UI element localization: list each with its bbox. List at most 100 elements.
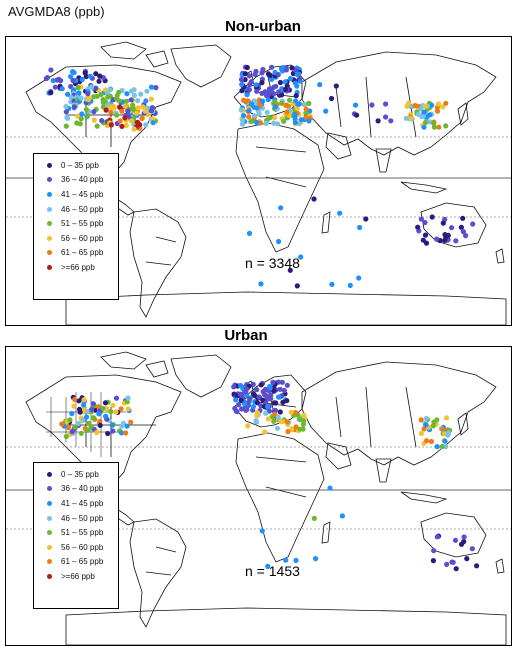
- station-point: [277, 409, 283, 415]
- station-point: [283, 557, 289, 563]
- station-point: [80, 417, 86, 423]
- legend-swatch: [47, 500, 52, 506]
- station-point: [262, 386, 269, 392]
- station-point: [244, 64, 250, 71]
- station-point: [369, 102, 375, 108]
- station-point: [333, 83, 339, 89]
- legend-entry: 61 – 65 ppb: [34, 555, 118, 570]
- legend-label: 0 – 35 ppb: [61, 160, 99, 170]
- station-point: [284, 109, 290, 115]
- station-point: [440, 104, 446, 110]
- station-point: [311, 196, 317, 202]
- station-point: [251, 113, 257, 119]
- station-point: [246, 230, 253, 236]
- station-point: [434, 108, 441, 114]
- station-point: [85, 427, 91, 433]
- station-point: [452, 537, 459, 543]
- station-point: [436, 124, 442, 130]
- station-point: [272, 114, 278, 121]
- station-point: [153, 85, 159, 91]
- station-point: [262, 429, 268, 435]
- station-point: [98, 91, 104, 97]
- station-point: [357, 224, 363, 231]
- station-point: [138, 91, 144, 97]
- station-point: [109, 422, 115, 428]
- station-point: [110, 428, 116, 434]
- station-point: [267, 395, 273, 402]
- legend-swatch: [47, 264, 52, 270]
- station-point: [442, 438, 448, 444]
- station-point: [85, 420, 91, 426]
- station-point: [69, 429, 75, 435]
- station-point: [443, 100, 449, 106]
- station-point: [143, 122, 149, 128]
- station-point: [260, 98, 266, 104]
- legend-entry: 41 – 45 ppb: [34, 496, 118, 511]
- station-point: [79, 111, 85, 117]
- station-point: [246, 87, 252, 93]
- station-point: [94, 123, 100, 129]
- station-point: [95, 404, 101, 410]
- station-point: [279, 379, 285, 385]
- station-point: [83, 107, 89, 113]
- station-point: [113, 409, 119, 415]
- legend-entry: 51 – 55 ppb: [34, 216, 118, 231]
- station-point: [231, 384, 237, 390]
- station-point: [405, 100, 412, 106]
- panel-title-urban: Urban: [224, 327, 268, 344]
- station-point: [265, 563, 271, 569]
- station-point: [260, 66, 266, 73]
- station-point: [276, 89, 282, 95]
- station-point: [298, 254, 304, 260]
- station-point: [297, 426, 303, 432]
- station-point: [453, 238, 459, 244]
- station-point: [284, 419, 290, 425]
- station-point: [93, 85, 99, 91]
- station-point: [104, 406, 110, 412]
- station-point: [269, 64, 275, 70]
- legend-swatch: [47, 250, 52, 256]
- station-point: [256, 394, 262, 400]
- legend-entry: 46 – 50 ppb: [34, 202, 118, 217]
- station-point: [415, 224, 421, 230]
- station-point: [139, 115, 145, 121]
- station-point: [420, 237, 426, 243]
- station-point: [439, 443, 445, 450]
- station-point: [142, 108, 148, 114]
- legend-label: 46 – 50 ppb: [61, 204, 104, 214]
- station-point: [442, 237, 448, 243]
- legend-entry: 56 – 60 ppb: [34, 540, 118, 555]
- station-point: [275, 414, 281, 420]
- station-point: [428, 438, 434, 445]
- station-point: [434, 236, 440, 242]
- station-point: [271, 418, 277, 424]
- station-point: [238, 76, 245, 83]
- station-point: [431, 120, 437, 127]
- station-point: [449, 225, 455, 231]
- station-point: [423, 422, 429, 428]
- station-point: [273, 400, 279, 406]
- station-point: [117, 118, 123, 124]
- station-point: [297, 416, 303, 422]
- station-point: [287, 267, 293, 273]
- station-point: [317, 82, 323, 88]
- station-point: [100, 405, 106, 411]
- legend-swatch: [47, 559, 52, 565]
- station-point: [97, 418, 103, 425]
- station-point: [74, 113, 81, 119]
- station-point: [337, 210, 343, 216]
- station-point: [363, 216, 369, 222]
- station-point: [264, 93, 270, 99]
- station-point: [328, 95, 335, 102]
- station-point: [263, 410, 269, 416]
- station-point: [253, 82, 259, 88]
- station-point: [105, 430, 111, 437]
- station-point: [244, 407, 250, 413]
- station-point: [63, 109, 69, 115]
- station-point: [128, 419, 134, 425]
- station-point: [424, 438, 430, 444]
- station-points-urban: [59, 379, 480, 572]
- station-point: [265, 97, 271, 103]
- station-point: [275, 72, 281, 78]
- station-point: [293, 67, 299, 74]
